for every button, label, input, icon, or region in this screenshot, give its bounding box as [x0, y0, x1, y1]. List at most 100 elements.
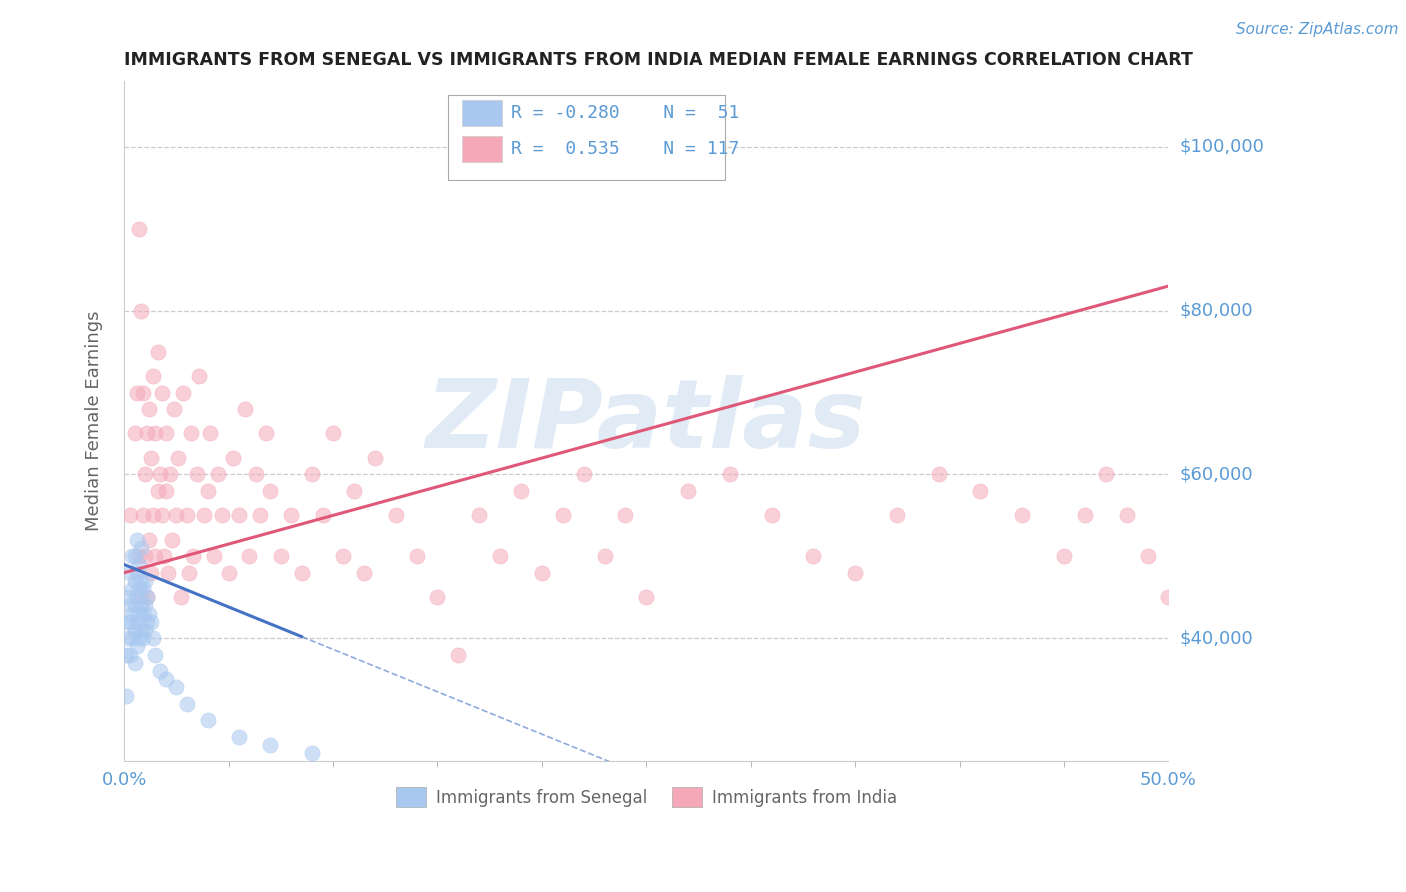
Point [177, 566, 200, 580]
Text: $60,000: $60,000 [1180, 466, 1253, 483]
Point [1115, 508, 1137, 523]
Point [146, 483, 169, 498]
Point [928, 467, 950, 482]
Point [132, 508, 155, 523]
Point [718, 467, 741, 482]
Point [332, 549, 354, 564]
Point [1074, 508, 1097, 523]
Point [468, 508, 491, 523]
Point [489, 549, 512, 564]
Point [364, 451, 387, 466]
Point [134, 623, 156, 637]
Point [1157, 591, 1180, 605]
Text: $80,000: $80,000 [1180, 301, 1253, 319]
Point [128, 582, 150, 596]
Point [124, 549, 146, 564]
Point [120, 615, 142, 629]
Point [117, 632, 139, 646]
Text: $100,000: $100,000 [1180, 138, 1264, 156]
Point [120, 648, 142, 662]
Point [176, 697, 198, 711]
Point [132, 385, 155, 400]
Point [291, 566, 314, 580]
Point [138, 401, 160, 416]
Point [145, 549, 167, 564]
Point [228, 730, 250, 744]
Point [155, 672, 177, 686]
Point [270, 549, 292, 564]
Point [155, 483, 177, 498]
Point [886, 508, 908, 523]
Point [249, 508, 271, 523]
Point [129, 574, 152, 588]
Point [153, 549, 176, 564]
Point [1136, 549, 1159, 564]
Point [228, 508, 250, 523]
Point [141, 615, 163, 629]
Point [125, 615, 148, 629]
Point [169, 591, 191, 605]
Point [128, 558, 150, 572]
Point [134, 599, 156, 613]
Point [145, 426, 167, 441]
Point [136, 591, 159, 605]
Point [186, 467, 208, 482]
Point [125, 566, 148, 580]
Point [115, 648, 138, 662]
Point [120, 599, 142, 613]
FancyBboxPatch shape [463, 136, 502, 161]
Text: $40,000: $40,000 [1180, 629, 1253, 648]
Point [125, 591, 148, 605]
Point [142, 369, 165, 384]
Point [149, 664, 172, 678]
Point [134, 549, 156, 564]
Point [120, 566, 142, 580]
Point [165, 508, 187, 523]
Point [121, 549, 143, 564]
Point [128, 221, 150, 235]
Point [124, 426, 146, 441]
Point [124, 574, 146, 588]
Point [129, 591, 152, 605]
Point [188, 369, 211, 384]
Text: R = -0.280    N =  51: R = -0.280 N = 51 [510, 104, 740, 122]
Point [121, 607, 143, 621]
Point [551, 508, 574, 523]
Point [193, 508, 215, 523]
Point [211, 508, 233, 523]
Point [530, 566, 553, 580]
Point [172, 385, 194, 400]
Point [280, 508, 302, 523]
Point [121, 582, 143, 596]
Point [676, 483, 699, 498]
FancyBboxPatch shape [463, 101, 502, 126]
Y-axis label: Median Female Earnings: Median Female Earnings [86, 311, 103, 532]
Point [238, 549, 260, 564]
Point [222, 451, 245, 466]
Point [405, 549, 427, 564]
Point [149, 467, 172, 482]
Point [124, 656, 146, 670]
Point [844, 566, 866, 580]
Point [128, 632, 150, 646]
Point [353, 566, 375, 580]
Point [1094, 467, 1116, 482]
FancyBboxPatch shape [449, 95, 724, 180]
Point [181, 549, 204, 564]
Point [129, 623, 152, 637]
Text: ZIPatlas: ZIPatlas [426, 375, 866, 467]
Point [198, 426, 221, 441]
Point [593, 549, 616, 564]
Point [447, 648, 470, 662]
Point [636, 591, 658, 605]
Point [141, 566, 163, 580]
Point [197, 713, 219, 727]
Point [322, 426, 344, 441]
Point [165, 681, 187, 695]
Point [761, 508, 783, 523]
Point [145, 648, 167, 662]
Point [176, 508, 198, 523]
Point [125, 640, 148, 654]
Point [202, 549, 225, 564]
Point [167, 451, 190, 466]
